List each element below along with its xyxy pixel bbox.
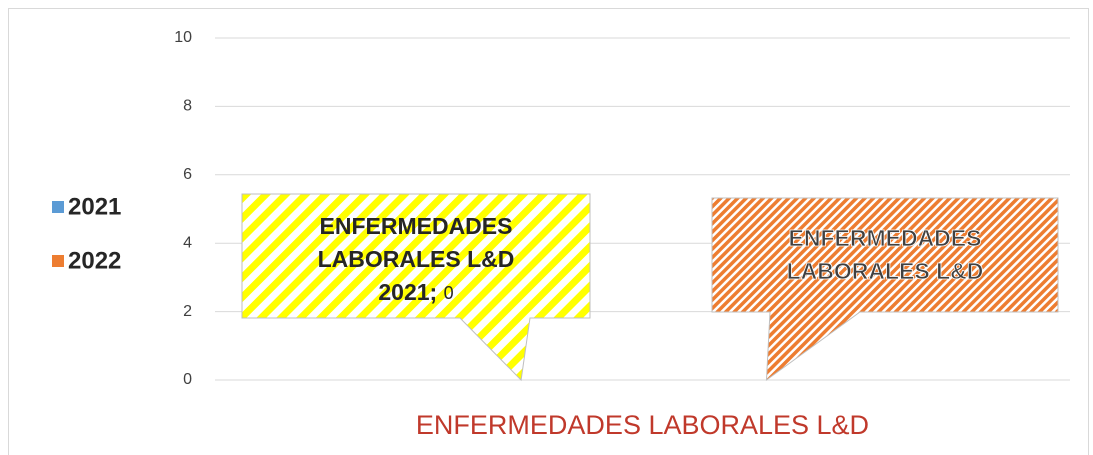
callout-line: LABORALES L&D: [787, 258, 984, 284]
callout-text: LABORALES L&D: [318, 246, 515, 272]
callout: [711, 197, 1059, 382]
callout-text: ENFERMEDADES: [320, 213, 513, 239]
callout-line: ENFERMEDADES: [320, 213, 513, 239]
legend-swatch: [52, 201, 64, 213]
y-tick-label: 10: [174, 29, 192, 46]
callout-value: 0: [444, 283, 454, 303]
y-tick-label: 6: [183, 166, 192, 183]
legend-label: 2021: [68, 193, 121, 220]
y-tick-label: 2: [183, 303, 192, 320]
callout-line: 2021;: [378, 279, 437, 305]
y-tick-label: 8: [183, 98, 192, 115]
callout: [241, 193, 591, 382]
legend-label: 2022: [68, 247, 121, 274]
callout-text: 2021; 0: [378, 279, 453, 305]
y-tick-label: 0: [183, 371, 192, 388]
callout-text: ENFERMEDADES: [789, 225, 982, 251]
chart-frame: [8, 8, 1089, 455]
y-tick-label: 4: [183, 234, 192, 251]
callout-line: LABORALES L&D: [318, 246, 515, 272]
callout-line: ENFERMEDADES: [789, 225, 982, 251]
legend-swatch: [52, 255, 64, 267]
callout-text: LABORALES L&D: [787, 258, 984, 284]
x-tick-label: ENFERMEDADES LABORALES L&D: [416, 410, 869, 440]
